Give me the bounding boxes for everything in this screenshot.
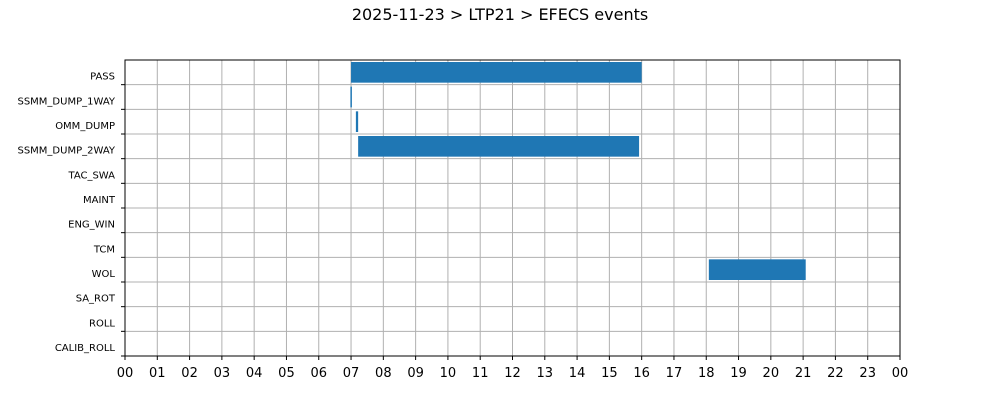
x-tick-label: 15 — [601, 366, 618, 381]
y-tick-label: MAINT — [83, 195, 116, 206]
x-tick-label: 21 — [795, 366, 812, 381]
x-tick-label: 01 — [149, 366, 166, 381]
x-tick-label: 09 — [407, 366, 424, 381]
event-bar — [350, 86, 352, 108]
y-tick-label: PASS — [90, 72, 115, 83]
x-tick-label: 18 — [698, 366, 715, 381]
x-tick-label: 04 — [246, 366, 263, 381]
y-tick-label: SSMM_DUMP_1WAY — [17, 96, 115, 107]
x-tick-label: 20 — [763, 366, 780, 381]
x-tick-label: 13 — [537, 366, 554, 381]
y-tick-label: WOL — [92, 269, 116, 280]
event-bar — [355, 111, 359, 132]
y-tick-label: CALIB_ROLL — [55, 343, 116, 354]
event-bar — [708, 259, 806, 280]
x-tick-label: 02 — [181, 366, 198, 381]
axis-layer: 00 01 02 03 04 05 06 07 08 09 10 11 12 13 14 15 16 17 18 19… — [17, 72, 908, 381]
x-tick-label: 16 — [633, 366, 650, 381]
y-tick-label: ROLL — [89, 318, 115, 329]
chart-title: 2025-11-23 > LTP21 > EFECS events — [351, 5, 649, 24]
x-tick-label: 12 — [504, 366, 521, 381]
x-tick-label: 06 — [310, 366, 327, 381]
y-tick-label: TCM — [93, 244, 115, 255]
x-tick-label: 03 — [214, 366, 231, 381]
x-tick-label: 00 — [892, 366, 909, 381]
x-tick-label: 22 — [827, 366, 844, 381]
x-tick-label: 08 — [375, 366, 392, 381]
y-tick-label: TAC_SWA — [67, 170, 115, 181]
x-tick-label: 07 — [343, 366, 360, 381]
bar-layer — [350, 62, 806, 280]
x-tick-label: 19 — [730, 366, 747, 381]
grid-layer — [125, 60, 900, 356]
x-tick-label: 10 — [440, 366, 457, 381]
y-tick-label: ENG_WIN — [68, 220, 115, 231]
event-bar — [351, 62, 642, 83]
y-tick-label: SSMM_DUMP_2WAY — [17, 146, 115, 157]
x-tick-label: 14 — [569, 366, 586, 381]
x-tick-label: 17 — [666, 366, 683, 381]
x-tick-label: 05 — [278, 366, 295, 381]
x-tick-label: 11 — [472, 366, 489, 381]
y-tick-label: SA_ROT — [76, 294, 116, 305]
y-tick-label: OMM_DUMP — [55, 121, 115, 132]
x-tick-label: 00 — [117, 366, 134, 381]
x-tick-label: 23 — [859, 366, 876, 381]
event-bar — [358, 136, 640, 157]
